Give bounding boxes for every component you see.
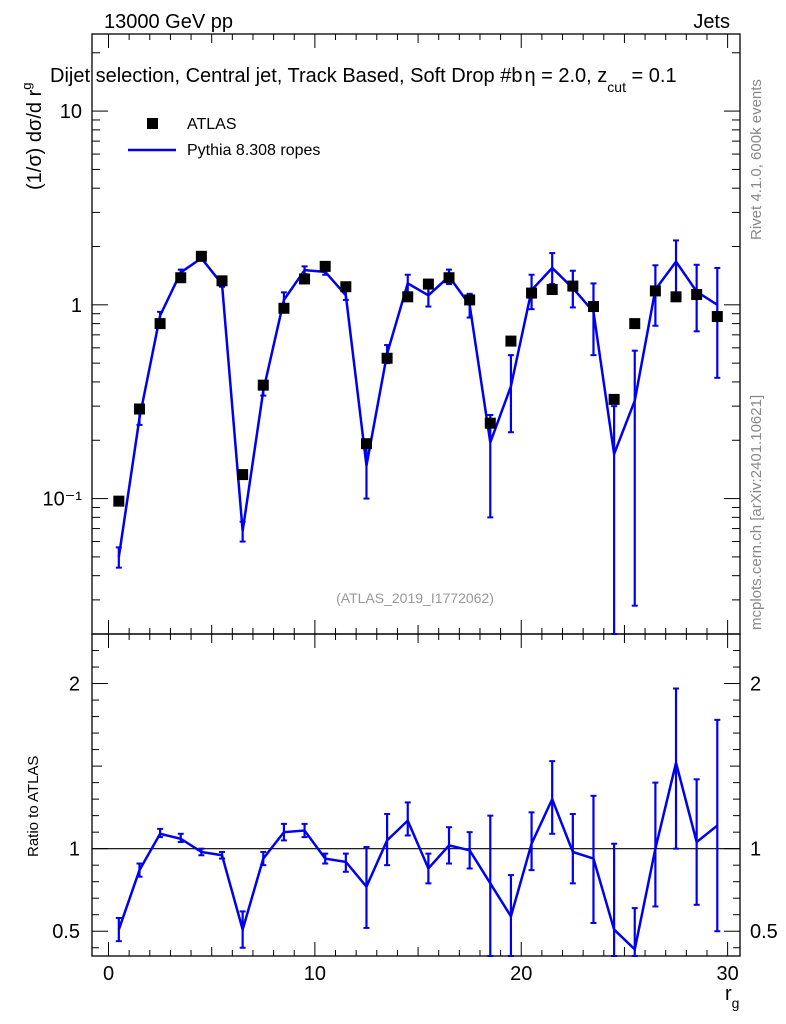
ratio-y-tick-label: 0.5 — [52, 921, 80, 943]
analysis-watermark: (ATLAS_2019_I1772062) — [336, 590, 494, 606]
atlas-data-point — [237, 469, 249, 481]
ratio-series-line — [117, 762, 719, 952]
ratio-y-tick-label: 2 — [69, 674, 80, 696]
main-y-tick-label: 10⁻¹ — [43, 489, 83, 511]
x-tick-label: 30 — [716, 963, 738, 985]
atlas-data-point — [381, 352, 393, 364]
atlas-data-point — [484, 417, 496, 429]
atlas-data-point — [670, 291, 682, 303]
rivet-version-label: Rivet 4.1.0, 600k events — [748, 79, 765, 240]
ratio-plot-marks — [115, 687, 721, 957]
atlas-data-point — [340, 281, 352, 293]
atlas-data-point — [711, 311, 723, 323]
atlas-data-point — [526, 287, 538, 299]
main-y-tick-label: 10 — [60, 101, 82, 123]
atlas-data-point — [175, 272, 187, 284]
atlas-data-point — [319, 260, 331, 272]
selection-text: Dijet selection, Central jet, Track Base… — [50, 65, 522, 87]
atlas-data-point — [113, 495, 125, 507]
ratio-y-tick-label-right: 2 — [750, 674, 761, 696]
selection-title: Dijet selection, Central jet, Track Base… — [50, 65, 677, 95]
selection-zcut-value: = 0.1 — [626, 65, 677, 87]
main-plot-marks — [113, 239, 723, 635]
atlas-data-point — [691, 289, 703, 301]
x-axis-label: rg — [725, 983, 739, 1011]
atlas-data-point — [216, 275, 228, 287]
ratio-y-tick-label-right: 0.5 — [750, 921, 778, 943]
ratio-axis-ticks: 0 10 20 30 2 2 1 1 0.5 0.5 — [52, 634, 778, 985]
beam-label: 13000 GeV pp — [104, 11, 233, 33]
selection-zcut-sub: cut — [607, 79, 626, 95]
ratio-frame-border — [91, 633, 741, 957]
atlas-data-point — [443, 272, 455, 284]
ratio-y-tick-label: 1 — [69, 839, 80, 861]
atlas-data-point — [402, 291, 414, 303]
atlas-data-point — [464, 294, 476, 306]
atlas-data-point — [546, 283, 558, 295]
main-axis-ticks: 10 1 10⁻¹ — [43, 34, 740, 635]
atlas-data-point — [567, 280, 579, 292]
atlas-data-point — [360, 438, 372, 450]
atlas-data-point — [195, 250, 207, 262]
x-tick-label: 10 — [304, 963, 326, 985]
main-y-tick-label: 1 — [71, 295, 82, 317]
atlas-data-point — [278, 302, 290, 314]
x-tick-label: 0 — [103, 963, 114, 985]
atlas-data-point — [587, 301, 599, 313]
legend-data-marker — [147, 118, 158, 129]
legend-data-label: ATLAS — [187, 116, 237, 133]
ratio-y-tick-label-right: 1 — [750, 839, 761, 861]
main-ylabel: (1/σ) dσ/d rg — [19, 83, 46, 191]
atlas-data-point — [299, 273, 311, 285]
atlas-data-point — [629, 318, 641, 330]
ratio-ylabel: Ratio to ATLAS — [25, 756, 42, 857]
selection-params: η = 2.0, z — [524, 65, 607, 87]
mc-series-line — [117, 256, 718, 558]
atlas-data-point — [154, 318, 166, 330]
mcplots-label: mcplots.cern.ch [arXiv:2401.10621] — [748, 395, 765, 630]
legend: ATLAS Pythia 8.308 ropes — [128, 116, 320, 159]
atlas-data-point — [422, 278, 434, 290]
process-label: Jets — [693, 11, 730, 33]
atlas-data-point — [257, 379, 269, 391]
atlas-data-point — [505, 335, 517, 347]
atlas-data-point — [133, 403, 145, 415]
atlas-data-point — [649, 285, 661, 297]
legend-mc-label: Pythia 8.308 ropes — [187, 142, 320, 159]
x-tick-label: 20 — [510, 963, 532, 985]
atlas-data-point — [608, 393, 620, 405]
